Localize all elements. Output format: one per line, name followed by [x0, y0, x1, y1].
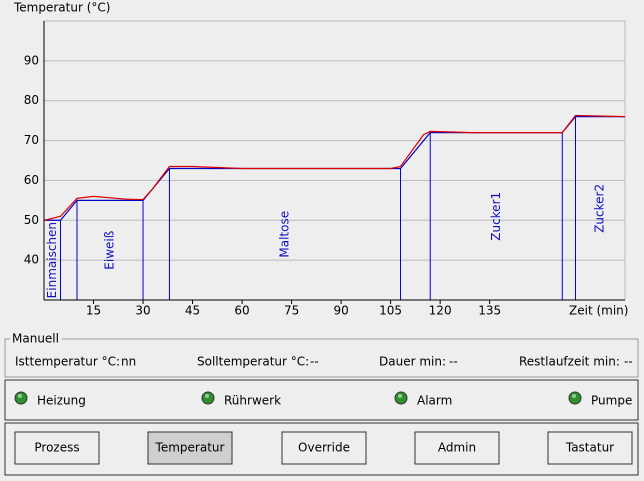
y-tick-label: 60	[24, 173, 39, 187]
phase-label: Zucker2	[593, 184, 607, 233]
indicator-label: Pumpe	[591, 394, 632, 408]
y-tick-label: 50	[24, 213, 39, 227]
status-value: nn	[121, 355, 136, 369]
indicator-label: Heizung	[37, 394, 86, 408]
status-label: Isttemperatur °C:	[15, 355, 120, 369]
y-tick-label: 80	[24, 93, 39, 107]
y-tick-label: 90	[24, 53, 39, 67]
status-label: Restlaufzeit min:	[519, 355, 620, 369]
status-group	[4, 338, 639, 378]
indicator-led	[568, 391, 582, 405]
button[interactable]	[14, 431, 100, 465]
x-tick-label: 120	[429, 304, 452, 318]
group-label-bg	[10, 333, 62, 345]
x-tick-label: 60	[234, 304, 249, 318]
y-axis-label: Temperatur (°C)	[13, 1, 110, 15]
group-title: Manuell	[12, 332, 59, 346]
temperature-line	[43, 114, 626, 221]
x-axis-label: Zeit (min)	[569, 304, 628, 318]
x-tick-label: 30	[135, 304, 150, 318]
button-label[interactable]: Admin	[438, 441, 476, 455]
x-tick-label: 90	[333, 304, 348, 318]
button[interactable]	[547, 431, 633, 465]
x-tick-label: 105	[379, 304, 402, 318]
status-value: --	[449, 355, 458, 369]
phase-label: Zucker1	[489, 192, 503, 241]
indicator-led-shine	[18, 394, 22, 398]
y-tick-label: 40	[24, 253, 39, 267]
indicator-led	[394, 391, 408, 405]
button-panel	[4, 422, 639, 476]
indicator-led-shine	[572, 394, 576, 398]
indicator-led-shine	[398, 394, 402, 398]
phase-label: Eiweiß	[103, 230, 117, 269]
button[interactable]	[414, 431, 500, 465]
phase-label: Maltose	[277, 211, 291, 258]
x-tick-label: 45	[185, 304, 200, 318]
button-label[interactable]: Prozess	[34, 441, 79, 455]
status-value: --	[624, 355, 633, 369]
indicator-label: Rührwerk	[224, 394, 281, 408]
button-label[interactable]: Override	[298, 441, 350, 455]
indicator-led	[14, 391, 28, 405]
x-tick-label: 135	[478, 304, 501, 318]
x-tick-label: 75	[284, 304, 299, 318]
y-tick-label: 70	[24, 133, 39, 147]
indicator-led-shine	[205, 394, 209, 398]
button[interactable]	[281, 431, 367, 465]
x-tick-label: 15	[86, 304, 101, 318]
button-label[interactable]: Tastatur	[565, 441, 614, 455]
indicator-led	[201, 391, 215, 405]
button-label[interactable]: Temperatur	[155, 441, 225, 455]
button[interactable]	[147, 431, 233, 465]
status-value: --	[310, 355, 319, 369]
status-label: Solltemperatur °C:	[197, 355, 309, 369]
indicator-label: Alarm	[417, 394, 452, 408]
indicator-panel	[4, 379, 639, 421]
status-label: Dauer min:	[379, 355, 446, 369]
phase-label: Einmaischen	[45, 222, 59, 298]
